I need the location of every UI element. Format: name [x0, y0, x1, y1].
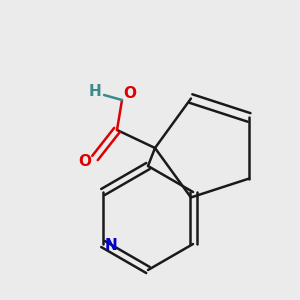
- Text: O: O: [124, 86, 136, 101]
- Text: O: O: [79, 154, 92, 169]
- Text: N: N: [105, 238, 117, 253]
- Text: H: H: [88, 83, 101, 98]
